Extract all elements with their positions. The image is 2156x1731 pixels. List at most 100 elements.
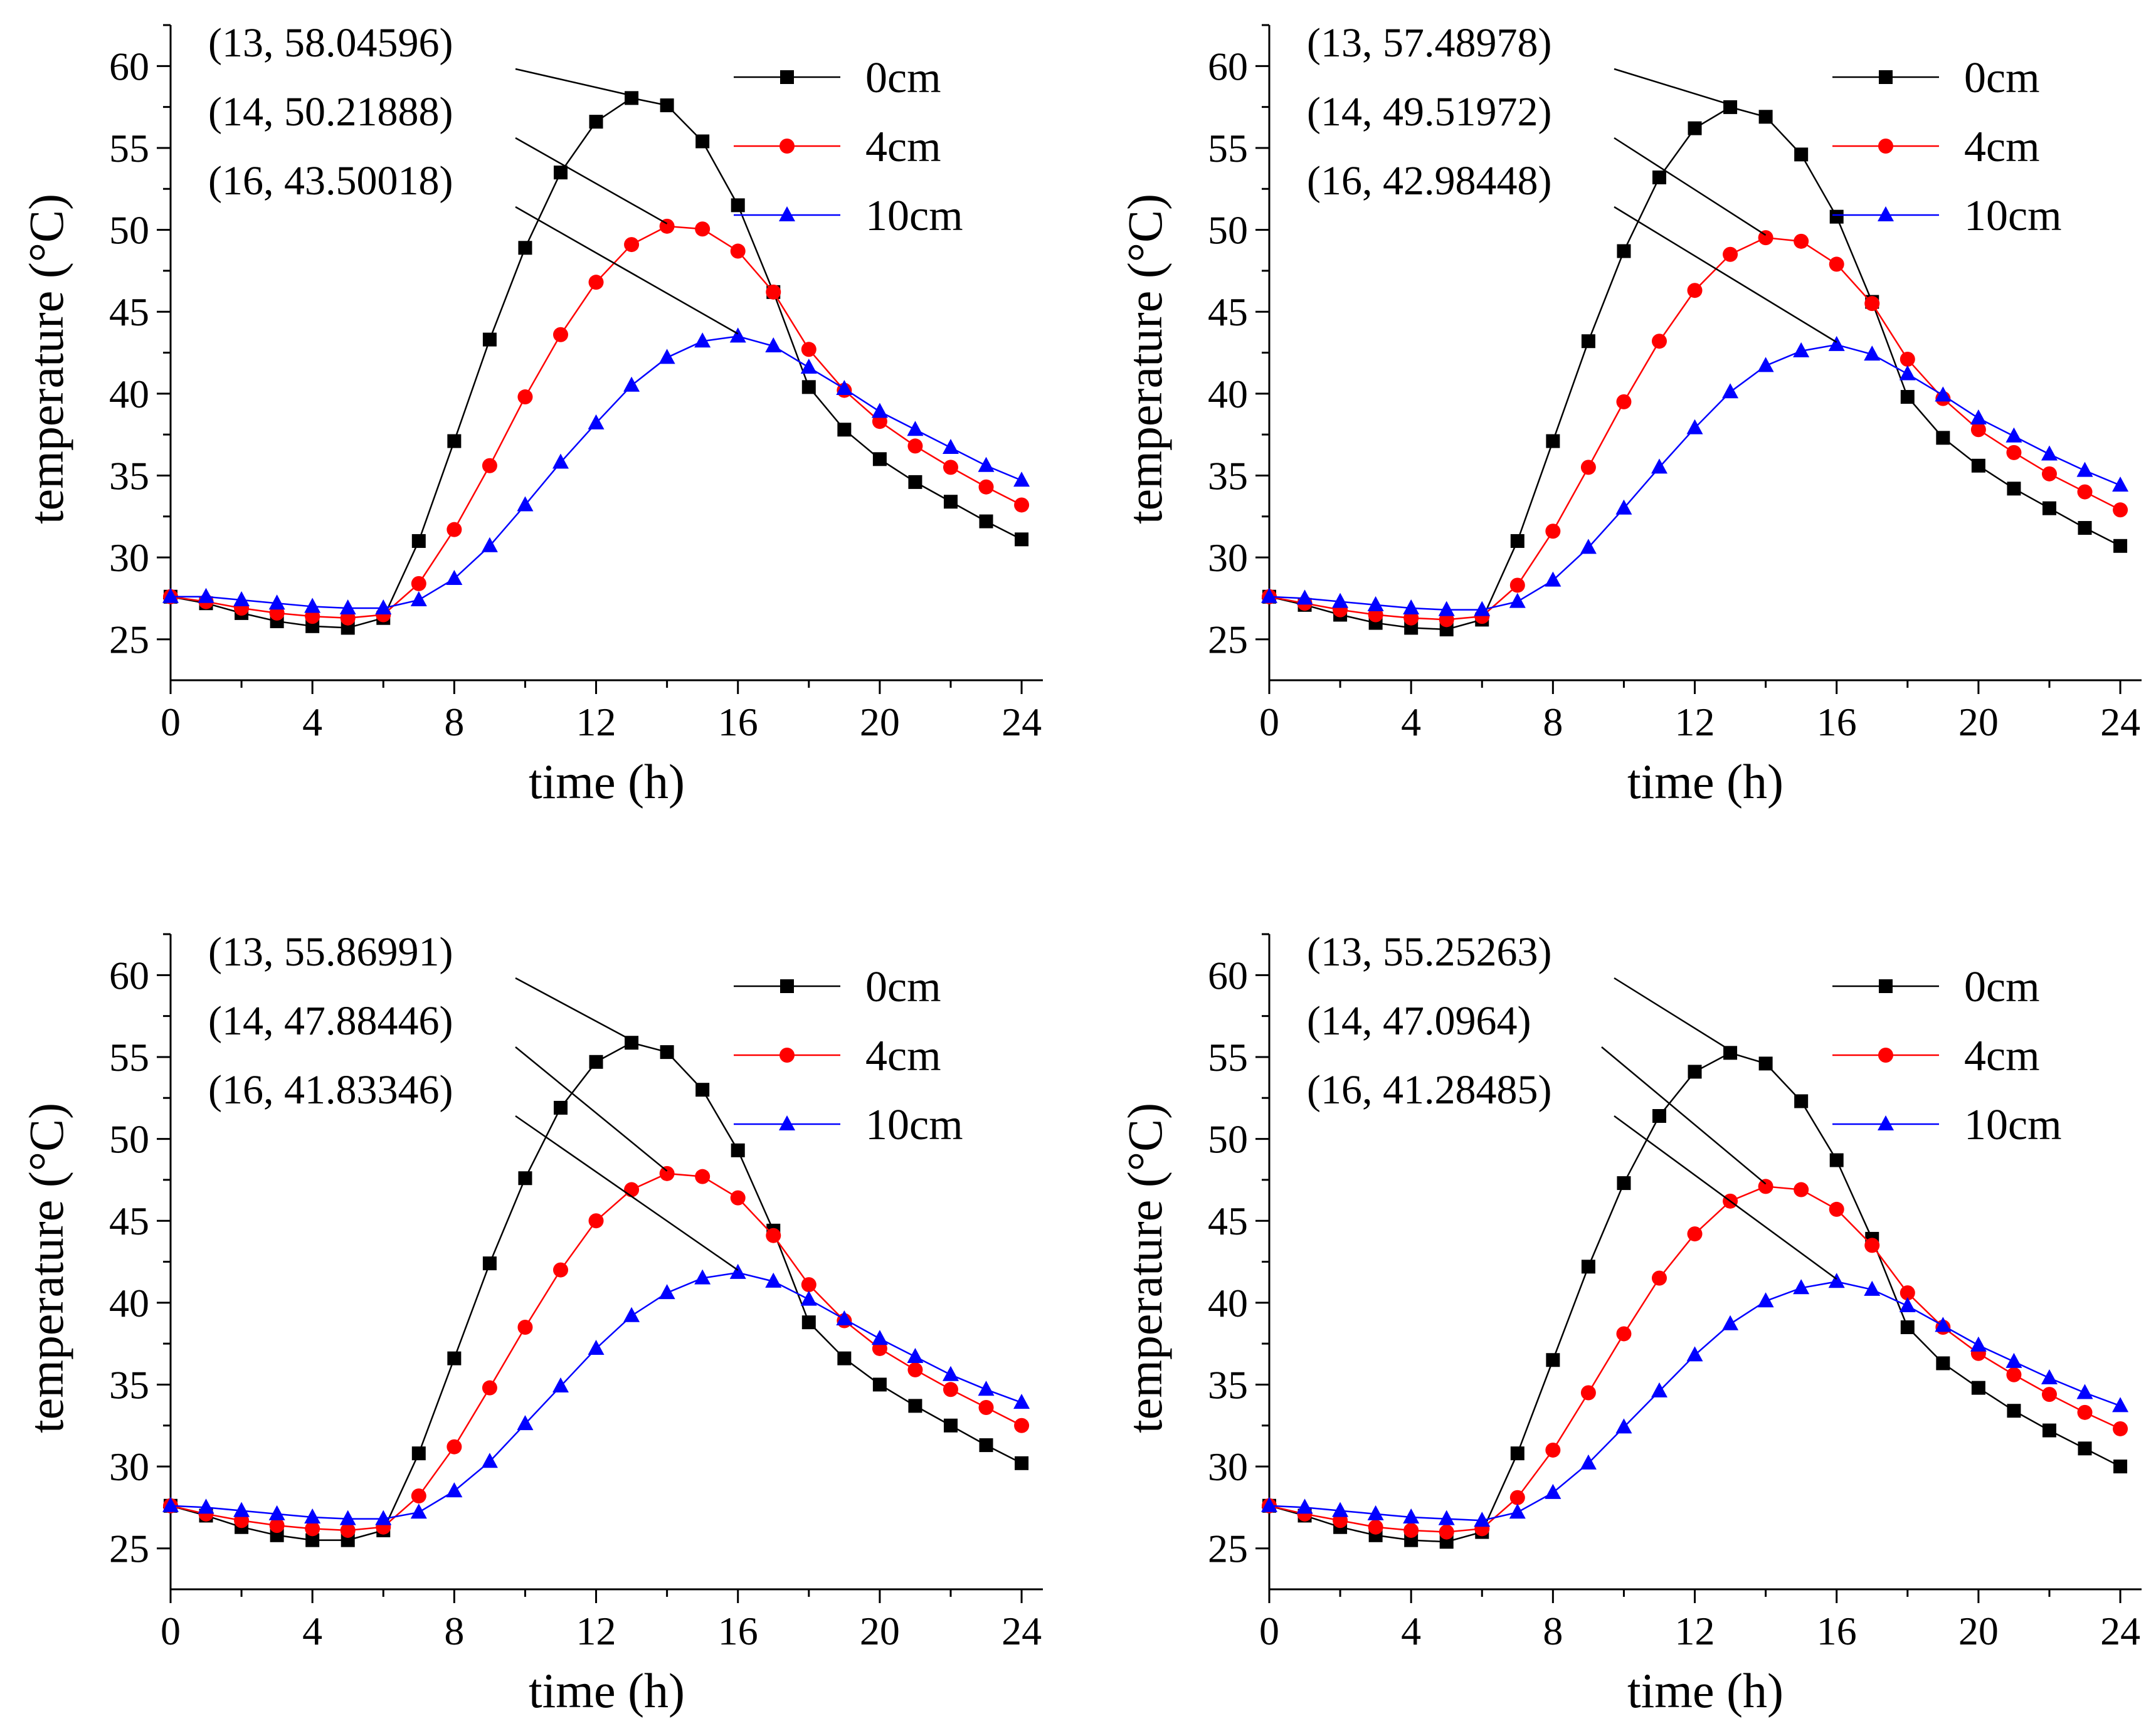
data-point-10cm (517, 1415, 534, 1431)
data-point-10cm (623, 376, 640, 392)
data-point-4cm (305, 1521, 320, 1537)
data-point-4cm (1616, 1326, 1632, 1342)
x-tick-label: 0 (1259, 1609, 1279, 1653)
data-point-4cm (1545, 1442, 1561, 1458)
y-tick-label: 45 (1208, 290, 1248, 334)
x-axis-title: time (h) (529, 1663, 685, 1718)
data-point-0cm (1546, 1353, 1560, 1367)
data-point-4cm (801, 1277, 816, 1293)
data-point-4cm (1439, 1524, 1454, 1540)
y-tick-label: 25 (1208, 618, 1248, 662)
data-point-10cm (2112, 1397, 2129, 1413)
annotation-label: (13, 55.86991) (208, 929, 453, 975)
data-point-0cm (447, 1351, 462, 1365)
data-point-0cm (553, 166, 568, 180)
x-tick-label: 4 (1401, 700, 1421, 744)
x-tick-label: 4 (302, 700, 322, 744)
data-point-4cm (552, 1262, 568, 1278)
legend-marker-0cm (1879, 979, 1893, 993)
data-point-4cm (1758, 230, 1773, 246)
data-point-4cm (1970, 422, 1986, 438)
data-point-0cm (1510, 1446, 1525, 1461)
y-tick-label: 35 (109, 453, 149, 498)
data-point-0cm (1900, 1320, 1915, 1334)
data-point-4cm (1758, 1179, 1773, 1194)
data-point-0cm (1971, 458, 1985, 473)
data-point-0cm (1617, 244, 1631, 258)
y-tick-label: 40 (109, 1281, 149, 1325)
x-tick-label: 16 (718, 700, 758, 744)
data-point-0cm (2113, 1460, 2128, 1474)
data-point-4cm (1864, 296, 1880, 312)
data-point-10cm (162, 587, 179, 603)
y-tick-label: 30 (109, 535, 149, 580)
legend-marker-0cm (780, 70, 794, 84)
x-tick-label: 24 (1001, 1609, 1042, 1653)
data-point-4cm (1864, 1238, 1880, 1253)
annotation-leader-line (515, 1115, 739, 1271)
legend-label-10cm: 10cm (1964, 1101, 2062, 1149)
x-axis-title: time (h) (529, 754, 685, 809)
data-point-0cm (1900, 390, 1915, 404)
data-point-4cm (624, 1182, 640, 1197)
data-point-10cm (2076, 1384, 2093, 1399)
x-tick-label: 12 (576, 1609, 616, 1653)
data-point-4cm (1014, 497, 1030, 513)
y-tick-label: 60 (1208, 44, 1248, 88)
data-point-10cm (1580, 539, 1597, 554)
data-point-4cm (1829, 256, 1844, 272)
y-axis-title: temperature (°C) (1118, 1103, 1172, 1433)
legend-label-4cm: 4cm (865, 1032, 941, 1080)
data-point-0cm (2007, 1404, 2021, 1418)
data-point-10cm (1545, 571, 1562, 587)
data-point-4cm (1651, 334, 1667, 349)
data-point-0cm (411, 1446, 426, 1461)
data-point-4cm (695, 221, 711, 237)
data-point-10cm (1970, 1336, 1987, 1352)
y-tick-label: 45 (109, 290, 149, 334)
data-point-10cm (1403, 1508, 1420, 1524)
y-tick-label: 50 (109, 208, 149, 253)
data-point-10cm (375, 1510, 392, 1525)
data-point-0cm (943, 1418, 958, 1433)
legend-label-4cm: 4cm (1964, 123, 2040, 171)
data-point-4cm (978, 479, 994, 495)
annotation-leader-line (515, 206, 739, 335)
data-point-0cm (1652, 1108, 1666, 1123)
data-point-10cm (1545, 1483, 1562, 1499)
data-point-10cm (552, 1377, 569, 1393)
legend-marker-0cm (780, 979, 794, 993)
annotation-label: (14, 49.51972) (1307, 89, 1551, 135)
data-point-10cm (871, 402, 888, 418)
annotation-leader-line (1614, 977, 1731, 1051)
x-tick-label: 16 (718, 1609, 758, 1653)
data-point-10cm (1793, 342, 1810, 357)
data-point-0cm (589, 115, 603, 129)
data-point-10cm (233, 1502, 250, 1517)
data-point-4cm (1900, 351, 1915, 367)
data-point-10cm (1686, 419, 1703, 434)
data-point-4cm (2077, 1404, 2093, 1420)
data-point-4cm (1794, 233, 1809, 249)
data-point-10cm (1261, 587, 1277, 603)
x-tick-label: 12 (1675, 700, 1715, 744)
data-point-10cm (658, 349, 675, 364)
legend-label-0cm: 0cm (1964, 54, 2040, 102)
annotation-label: (13, 55.25263) (1307, 929, 1551, 975)
data-point-4cm (659, 1165, 675, 1181)
annotation-label: (16, 41.28485) (1307, 1067, 1551, 1113)
data-point-4cm (2041, 1387, 2057, 1402)
y-tick-label: 55 (1208, 1035, 1248, 1080)
data-point-0cm (2042, 501, 2056, 515)
data-point-4cm (766, 284, 781, 300)
chart-panel-bottom-right: 0 4 8 12 16 20 24 25 30 35 40 45 50 55 60 time (h) tempe… (1118, 929, 2142, 1718)
data-point-4cm (1651, 1270, 1667, 1286)
data-point-10cm (1261, 1497, 1277, 1512)
data-point-4cm (552, 327, 568, 342)
data-point-0cm (518, 241, 532, 255)
data-point-10cm (1509, 592, 1526, 608)
data-point-4cm (624, 237, 640, 253)
data-point-0cm (1581, 1260, 1595, 1274)
data-point-4cm (943, 1382, 958, 1397)
